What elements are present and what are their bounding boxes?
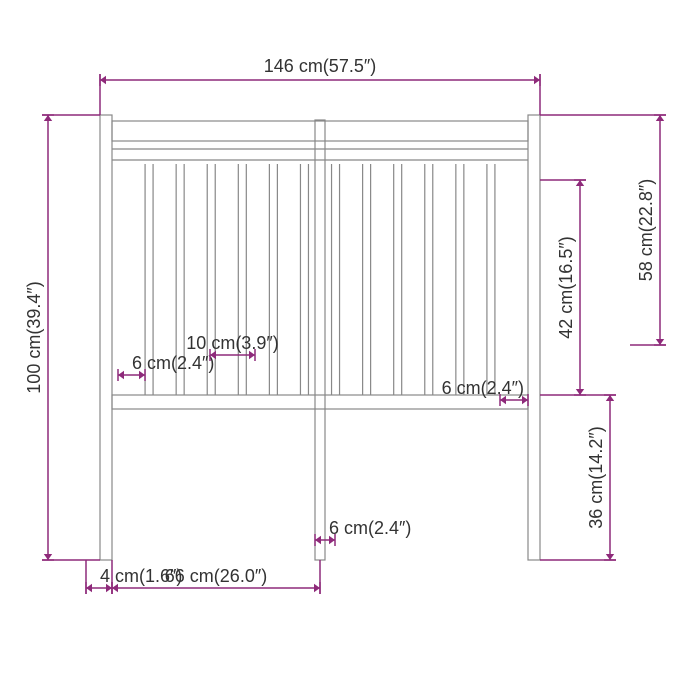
headboard-outline xyxy=(100,115,540,560)
dimension-label: 100 cm(39.4″) xyxy=(24,281,44,393)
dimension-label: 10 cm(3.9″) xyxy=(186,333,278,353)
dimension-label: 58 cm(22.8″) xyxy=(636,179,656,281)
dimension-diagram: 146 cm(57.5″)100 cm(39.4″)4 cm(1.6″)66 c… xyxy=(0,0,700,700)
dimension-label: 36 cm(14.2″) xyxy=(586,426,606,528)
dimension-label: 42 cm(16.5″) xyxy=(556,236,576,338)
dimension-label: 6 cm(2.4″) xyxy=(442,378,524,398)
dimension-label: 66 cm(26.0″) xyxy=(165,566,267,586)
dimension-label: 6 cm(2.4″) xyxy=(329,518,411,538)
dimension-label: 146 cm(57.5″) xyxy=(264,56,376,76)
dimension-label: 6 cm(2.4″) xyxy=(132,353,214,373)
